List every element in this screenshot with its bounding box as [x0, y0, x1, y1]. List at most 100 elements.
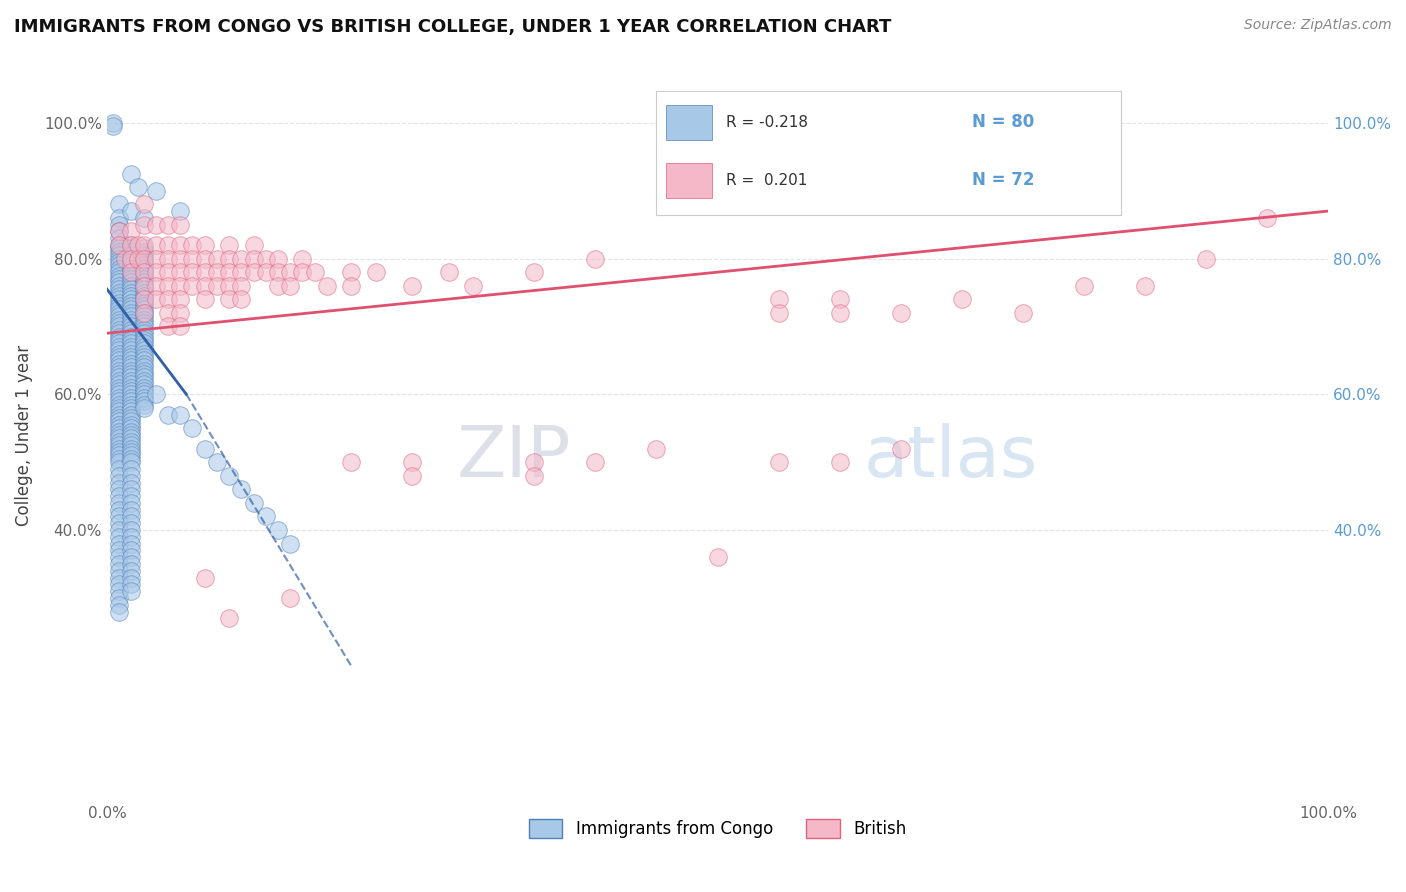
Point	[267, 278, 290, 293]
Point	[108, 370, 131, 384]
Point	[108, 363, 131, 377]
Point	[205, 265, 228, 279]
Point	[108, 530, 131, 544]
Point	[278, 265, 301, 279]
Point	[120, 244, 142, 259]
Point	[108, 557, 131, 571]
Point	[108, 442, 131, 456]
Point	[120, 238, 142, 252]
Point	[132, 211, 155, 225]
Point	[132, 265, 155, 279]
Point	[231, 252, 253, 266]
Point	[120, 523, 142, 537]
Point	[108, 598, 131, 612]
Point	[120, 571, 142, 585]
Point	[108, 408, 131, 422]
Point	[291, 265, 314, 279]
Point	[169, 252, 191, 266]
Point	[108, 197, 131, 211]
Point	[108, 248, 131, 262]
Point	[132, 299, 155, 313]
Point	[169, 408, 191, 422]
Point	[145, 218, 167, 232]
Text: IMMIGRANTS FROM CONGO VS BRITISH COLLEGE, UNDER 1 YEAR CORRELATION CHART: IMMIGRANTS FROM CONGO VS BRITISH COLLEGE…	[14, 18, 891, 36]
Y-axis label: College, Under 1 year: College, Under 1 year	[15, 344, 32, 525]
Point	[120, 360, 142, 375]
Point	[108, 329, 131, 343]
Point	[145, 252, 167, 266]
Point	[120, 370, 142, 384]
Point	[132, 265, 155, 279]
Point	[120, 530, 142, 544]
Point	[108, 293, 131, 307]
Point	[120, 224, 142, 238]
Point	[181, 252, 204, 266]
Point	[132, 343, 155, 358]
Point	[108, 434, 131, 449]
Point	[132, 248, 155, 262]
Point	[120, 451, 142, 466]
Point	[132, 272, 155, 286]
Point	[120, 432, 142, 446]
Point	[108, 261, 131, 276]
Point	[205, 278, 228, 293]
Point	[169, 319, 191, 334]
Point	[828, 455, 851, 469]
Point	[132, 326, 155, 341]
Point	[169, 265, 191, 279]
Point	[108, 244, 131, 259]
Point	[108, 231, 131, 245]
Point	[194, 252, 217, 266]
Point	[205, 455, 228, 469]
Point	[132, 329, 155, 343]
Point	[950, 293, 973, 307]
Text: Source: ZipAtlas.com: Source: ZipAtlas.com	[1244, 18, 1392, 32]
Point	[120, 442, 142, 456]
Point	[145, 387, 167, 401]
Point	[401, 468, 423, 483]
Point	[132, 278, 155, 293]
Point	[120, 401, 142, 415]
Point	[108, 316, 131, 330]
Point	[108, 268, 131, 283]
Point	[120, 475, 142, 490]
Point	[132, 244, 155, 259]
Point	[132, 360, 155, 375]
Point	[120, 404, 142, 418]
Point	[120, 258, 142, 272]
Point	[132, 241, 155, 255]
Point	[132, 218, 155, 232]
Point	[120, 346, 142, 360]
Point	[108, 502, 131, 516]
Point	[194, 293, 217, 307]
Point	[120, 543, 142, 558]
Point	[108, 312, 131, 326]
Point	[108, 428, 131, 442]
Point	[157, 238, 180, 252]
Point	[108, 605, 131, 619]
Point	[132, 276, 155, 290]
Point	[108, 224, 131, 238]
Point	[132, 387, 155, 401]
Point	[401, 455, 423, 469]
Point	[169, 204, 191, 219]
Point	[108, 516, 131, 531]
Point	[120, 276, 142, 290]
Point	[108, 483, 131, 497]
Point	[132, 316, 155, 330]
Point	[132, 350, 155, 364]
Point	[120, 564, 142, 578]
Point	[108, 455, 131, 469]
Point	[108, 496, 131, 510]
Point	[108, 272, 131, 286]
Point	[108, 432, 131, 446]
Point	[108, 564, 131, 578]
Text: atlas: atlas	[865, 423, 1039, 491]
Point	[120, 391, 142, 405]
Point	[145, 278, 167, 293]
Point	[169, 306, 191, 320]
Point	[108, 571, 131, 585]
Point	[291, 252, 314, 266]
Point	[768, 306, 790, 320]
Point	[108, 401, 131, 415]
